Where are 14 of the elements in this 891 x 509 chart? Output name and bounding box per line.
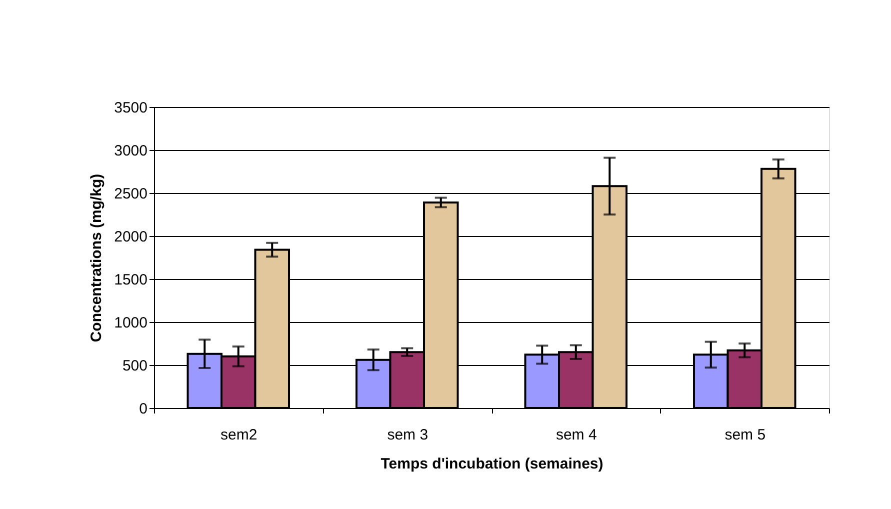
y-tick-label: 0 bbox=[139, 400, 148, 418]
y-tick-label: 1000 bbox=[114, 314, 148, 332]
y-axis-title: Concentrations (mg/kg) bbox=[88, 174, 106, 342]
y-tick-label: 2500 bbox=[114, 186, 148, 202]
x-axis-title: Temps d'incubation (semaines) bbox=[380, 456, 604, 472]
x-tick-label: sem 5 bbox=[724, 426, 766, 444]
x-tick-label: sem 3 bbox=[387, 426, 428, 444]
x-tick-label: sem 4 bbox=[556, 426, 597, 444]
y-tick-label: 1500 bbox=[114, 272, 148, 288]
y-tick-label: 3000 bbox=[114, 142, 148, 160]
y-tick-label: 2000 bbox=[114, 228, 148, 246]
y-tick-label: 500 bbox=[122, 358, 148, 374]
x-tick-label: sem2 bbox=[220, 426, 258, 444]
y-tick-label: 3500 bbox=[114, 100, 148, 116]
